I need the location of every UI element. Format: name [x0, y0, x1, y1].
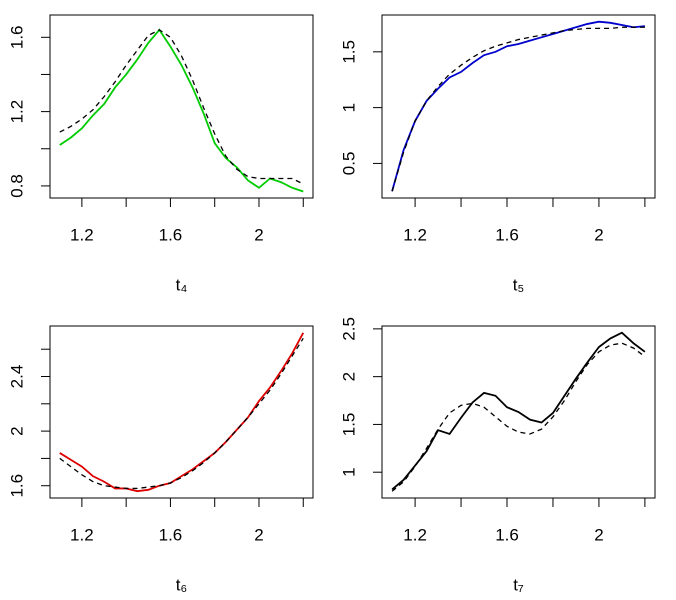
series-line — [391, 331, 646, 491]
y-tick-label: 1 — [339, 467, 358, 476]
x-tick-label: 1.6 — [159, 525, 183, 544]
x-tick-label: 1.2 — [403, 525, 427, 544]
y-tick-label: 2.5 — [339, 317, 358, 341]
series-line — [59, 29, 304, 185]
y-tick-label: 1.5 — [339, 413, 358, 437]
x-tick-label: 2 — [254, 525, 263, 544]
y-tick-label: 2 — [339, 372, 358, 381]
x-axis-label: t₄ — [176, 275, 188, 294]
plot-box — [49, 14, 314, 199]
x-tick-label: 1.2 — [70, 225, 94, 244]
series-line — [59, 337, 304, 490]
y-tick-label: 1.6 — [7, 25, 26, 49]
y-tick-label: 1.6 — [7, 474, 26, 498]
x-tick-label: 1.2 — [70, 525, 94, 544]
x-tick-label: 2 — [254, 225, 263, 244]
y-tick-label: 2 — [7, 426, 26, 435]
series-line — [391, 20, 645, 192]
y-tick-label: 0.8 — [7, 174, 26, 198]
series-line — [59, 332, 305, 493]
x-tick-label: 1.6 — [495, 525, 519, 544]
x-tick-label: 1.6 — [495, 225, 519, 244]
y-tick-label: 1.2 — [7, 100, 26, 124]
y-tick-label: 1.5 — [339, 40, 358, 64]
y-tick-label: 1 — [339, 103, 358, 112]
x-axis-label: t₆ — [176, 575, 188, 594]
x-axis-label: t₅ — [513, 275, 525, 294]
x-tick-label: 2 — [594, 525, 603, 544]
series-line — [391, 26, 645, 192]
y-tick-label: 2.4 — [7, 365, 26, 389]
x-tick-label: 2 — [594, 225, 603, 244]
series-line — [391, 342, 646, 492]
series-line — [59, 28, 304, 193]
x-tick-label: 1.6 — [159, 225, 183, 244]
x-tick-label: 1.2 — [403, 225, 427, 244]
y-tick-label: 0.5 — [339, 152, 358, 176]
x-axis-label: t₇ — [513, 575, 524, 594]
